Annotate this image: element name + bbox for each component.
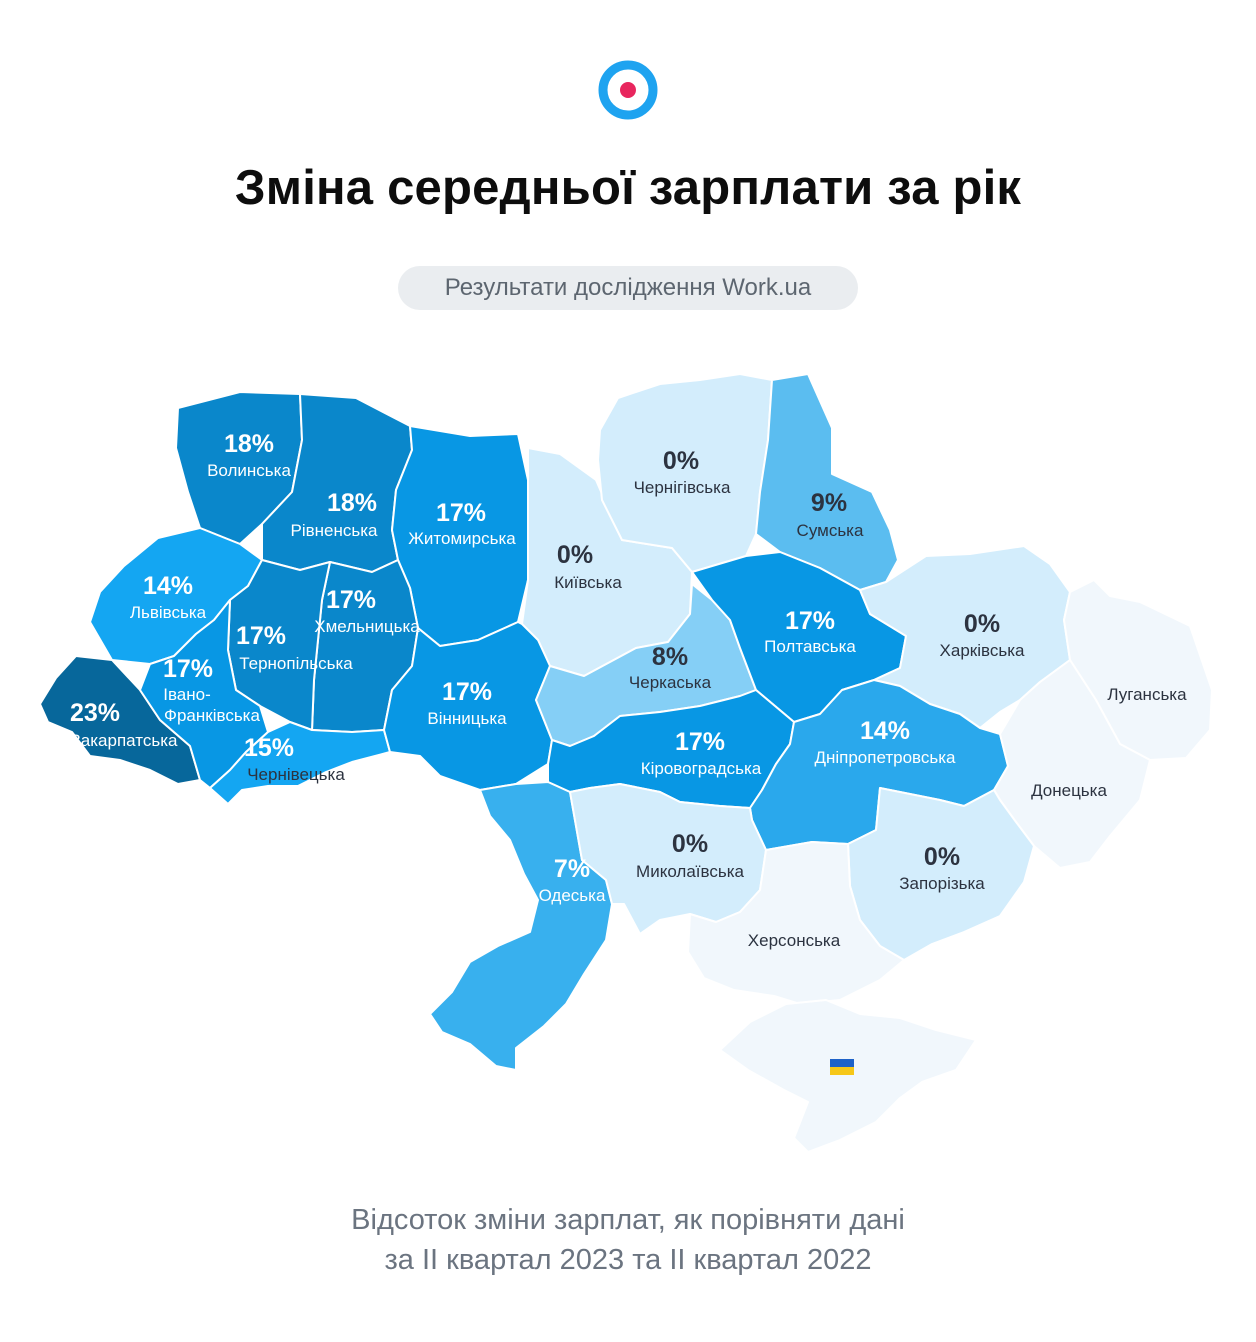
khersonska-label: Херсонська <box>748 931 841 950</box>
page-title: Зміна середньої зарплати за рік <box>234 161 1022 215</box>
region-crimea <box>719 999 977 1153</box>
source-badge: Результати дослідження Work.ua <box>398 266 858 310</box>
chernivetska-label: Чернівецька <box>247 765 345 784</box>
khmelnytska-label: Хмельницька <box>314 617 420 636</box>
zakarpatska-value: 23% <box>70 699 120 727</box>
ukraine-flag-icon <box>830 1059 854 1075</box>
vinnytska-label: Вінницька <box>427 709 507 728</box>
zhytomyrska-value: 17% <box>436 499 486 527</box>
ivano-frankivska-value: 17% <box>163 655 213 683</box>
footnote-line-2: за II квартал 2023 та II квартал 2022 <box>384 1244 872 1276</box>
lvivska-value: 14% <box>143 572 193 600</box>
ivano-frankivska-label-line2: Франківська <box>164 706 260 725</box>
volynska-label: Волинська <box>207 461 291 480</box>
zaporizka-value: 0% <box>924 843 960 871</box>
donetska-label: Донецька <box>1031 781 1107 800</box>
kyivska-value: 0% <box>557 541 593 569</box>
rivnenska-value: 18% <box>327 489 377 517</box>
ukraine-salary-map: 18% Волинська 18% Рівненська 17% Житомир… <box>39 373 1213 1153</box>
chernivetska-value: 15% <box>244 734 294 762</box>
mykolaivska-label: Миколаївська <box>636 862 744 881</box>
region-chernivetska <box>209 721 391 805</box>
sumska-label: Сумська <box>797 521 864 540</box>
kirovohradska-value: 17% <box>675 728 725 756</box>
zhytomyrska-label: Житомирська <box>408 529 516 548</box>
sumska-value: 9% <box>811 489 847 517</box>
dnipropetrovska-value: 14% <box>860 717 910 745</box>
dnipropetrovska-label: Дніпропетровська <box>814 748 956 767</box>
odeska-label: Одеська <box>539 886 606 905</box>
ivano-frankivska-label-line1: Івано- <box>163 685 211 704</box>
work-ua-logo-icon <box>598 60 658 120</box>
mykolaivska-value: 0% <box>672 830 708 858</box>
footnote: Відсоток зміни зарплат, як порівняти дан… <box>0 1200 1256 1280</box>
region-khersonska <box>687 841 905 1005</box>
poltavska-value: 17% <box>785 607 835 635</box>
chernihivska-label: Чернігівська <box>634 478 731 497</box>
chernihivska-value: 0% <box>663 447 699 475</box>
cherkaska-value: 8% <box>652 643 688 671</box>
zakarpatska-label: Закарпатська <box>71 731 178 750</box>
kharkivska-value: 0% <box>964 610 1000 638</box>
kharkivska-label: Харківська <box>940 641 1025 660</box>
lvivska-label: Львівська <box>130 603 207 622</box>
footnote-line-1: Відсоток зміни зарплат, як порівняти дан… <box>351 1204 905 1236</box>
poltavska-label: Полтавська <box>764 637 856 656</box>
ternopilska-label: Тернопільська <box>239 654 353 673</box>
zaporizka-label: Запорізька <box>899 874 985 893</box>
rivnenska-label: Рівненська <box>290 521 378 540</box>
volynska-value: 18% <box>224 430 274 458</box>
cherkaska-label: Черкаська <box>629 673 712 692</box>
kyivska-label: Київська <box>554 573 622 592</box>
khmelnytska-value: 17% <box>326 586 376 614</box>
odeska-value: 7% <box>554 855 590 883</box>
vinnytska-value: 17% <box>442 678 492 706</box>
luhanska-label: Луганська <box>1107 685 1187 704</box>
ternopilska-value: 17% <box>236 622 286 650</box>
region-kharkivska <box>859 545 1071 729</box>
kirovohradska-label: Кіровоградська <box>641 759 762 778</box>
